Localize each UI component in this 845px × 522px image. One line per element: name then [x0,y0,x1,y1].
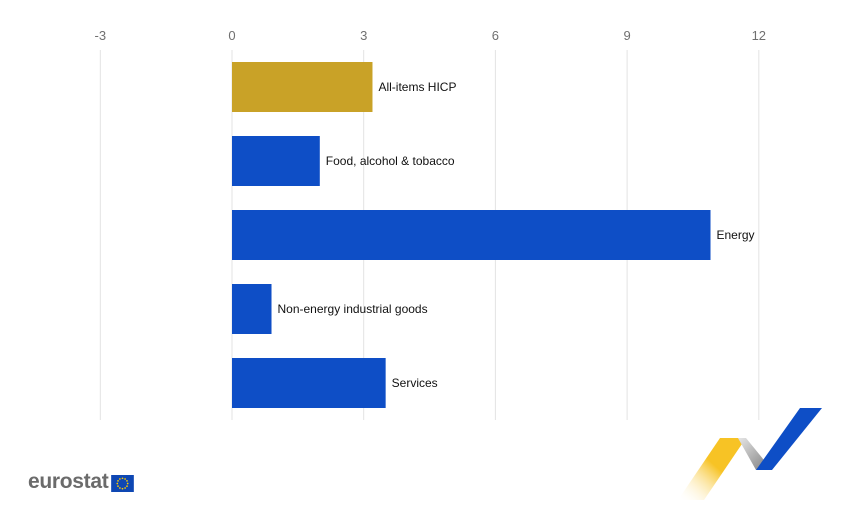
bar-labels: All-items HICP Food, alcohol & tobacco Ene… [278,80,755,390]
bar[interactable] [232,358,386,408]
bar-label: Services [392,376,438,390]
flag-star-icon [119,486,122,489]
flag-star-icon [116,482,119,484]
x-tick-labels: -3 0 3 6 9 12 [95,28,767,43]
eurostat-ribbon-icon [678,408,822,500]
bar-label: All-items HICP [378,80,456,94]
flag-star-icon [127,482,129,484]
x-tick-label: 0 [228,28,235,43]
bar-label: Energy [717,228,755,242]
logo-text: eurostat [28,470,109,493]
flag-star-icon [124,486,127,489]
flag-star-icon [119,477,122,480]
hbar-chart: -3 0 3 6 9 12 All-items HICP Food, alcohol & t… [95,28,767,420]
x-tick-label: 3 [360,28,367,43]
flag-star-icon [126,484,129,487]
bar-label: Non-energy industrial goods [278,302,428,316]
flag-star-icon [126,479,129,482]
x-tick-label: -3 [95,28,107,43]
bar[interactable] [232,210,711,260]
flag-star-icon [117,484,120,487]
flag-star-icon [122,487,124,490]
bar[interactable] [232,284,272,334]
x-tick-label: 6 [492,28,499,43]
eu-flag-icon [111,474,135,492]
eurostat-logo: eurostat [28,470,135,494]
flag-star-icon [117,479,120,482]
x-tick-label: 12 [752,28,766,43]
bar[interactable] [232,136,320,186]
x-tick-label: 9 [623,28,630,43]
flag-star-icon [122,476,124,479]
bar[interactable] [232,62,373,112]
flag-star-icon [124,477,127,480]
bar-label: Food, alcohol & tobacco [326,154,455,168]
bars [232,62,711,408]
